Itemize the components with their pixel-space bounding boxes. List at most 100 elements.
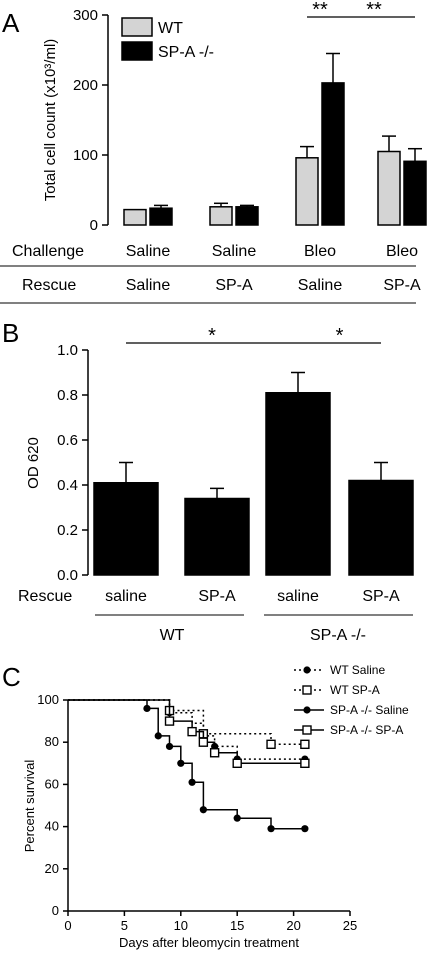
- panel-a-bar-wt-0: [123, 208, 147, 226]
- panel-c-legend-label-0: WT Saline: [330, 663, 385, 677]
- panel-c: C 0 5 10 15 20 25 0 20 40 60 80 100 Percent surviva…: [2, 662, 409, 950]
- rescue-row-label: Rescue: [22, 277, 76, 294]
- panel-a-y-tick-label-0: 0: [90, 217, 98, 234]
- panel-c-marker-1-2: [266, 739, 276, 750]
- panel-b-bar-1: [184, 497, 250, 576]
- panel-b-category-3: SP-A: [362, 588, 400, 605]
- panel-c-marker-2-2: [165, 742, 174, 751]
- panel-b-significance: * *: [126, 325, 381, 347]
- panel-a-bar-wt-1: [209, 206, 233, 226]
- panel-b-label: B: [2, 318, 19, 348]
- panel-c-marker-2-5: [199, 806, 207, 814]
- challenge-row-label: Challenge: [12, 243, 84, 260]
- panel-c-legend-label-2: SP-A -/- Saline: [330, 703, 409, 717]
- panel-b-y-tick-label-1: 0.2: [57, 522, 78, 539]
- panel-c-legend-marker-1: [302, 685, 312, 695]
- panel-a-bar-spa-ko-1: [235, 206, 259, 226]
- panel-c-survival-curves: [68, 699, 310, 833]
- challenge-cell-2: Bleo: [304, 243, 336, 260]
- rescue-row: Saline SP-A Saline SP-A: [126, 277, 421, 294]
- panel-c-x-tick-label-0: 0: [64, 918, 71, 933]
- panel-c-curve-2: [68, 699, 305, 830]
- panel-c-marker-2-1: [154, 732, 162, 740]
- panel-c-y-tick-label-5: 100: [37, 692, 59, 707]
- panel-b-bar-2: [265, 392, 331, 576]
- panel-c-legend: WT Saline WT SP-A SP-A -/- Saline SP-A -/- …: [294, 663, 409, 737]
- panel-b-category-0: saline: [105, 588, 147, 605]
- panel-c-legend-label-1: WT SP-A: [330, 683, 380, 697]
- panel-b-y-axis: 0.0 0.2 0.4 0.6 0.8 1.0: [57, 342, 89, 584]
- panel-c-marker-3-3: [209, 748, 220, 758]
- panel-c-axes: 0 5 10 15 20 25 0 20 40 60 80 100: [37, 692, 357, 933]
- panel-c-marker-3-5: [300, 758, 310, 768]
- panel-a-bars: [123, 52, 427, 226]
- panel-c-marker-2-8: [301, 825, 309, 833]
- panel-b-category-1: SP-A: [198, 588, 236, 605]
- panel-c-marker-2-0: [143, 704, 151, 713]
- panel-c-y-tick-label-4: 80: [45, 734, 59, 749]
- panel-c-marker-3-4: [232, 758, 242, 768]
- panel-c-y-tick-label-1: 20: [45, 861, 59, 876]
- panel-c-y-axis-label: Percent survival: [22, 760, 37, 853]
- panel-a-label: A: [2, 8, 20, 38]
- rescue-cell-2: Saline: [298, 277, 343, 294]
- panel-a-y-tick-label-2: 200: [73, 77, 98, 94]
- panel-b-y-tick-label-2: 0.4: [57, 477, 78, 494]
- panel-c-marker-3-2: [198, 737, 209, 747]
- panel-c-curve-1: [68, 699, 305, 746]
- panel-a-bar-wt-3: [377, 150, 401, 226]
- panel-c-curve-3: [68, 699, 305, 765]
- panel-c-x-tick-label-2: 10: [174, 918, 188, 933]
- panel-a-bar-spa-ko-2: [321, 82, 345, 226]
- panel-c-x-tick-label-4: 20: [286, 918, 300, 933]
- panel-b-y-tick-label-0: 0.0: [57, 567, 78, 584]
- panel-c-x-tick-label-3: 15: [230, 918, 244, 933]
- rescue-cell-0: Saline: [126, 277, 171, 294]
- panel-b-bar-3: [348, 479, 414, 576]
- panel-c-marker-1-3: [300, 739, 310, 750]
- challenge-cell-1: Saline: [212, 243, 257, 260]
- panel-c-marker-2-4: [188, 778, 196, 786]
- challenge-cell-3: Bleo: [386, 243, 418, 260]
- panel-a-sig-label-1: **: [366, 0, 382, 21]
- group-label-wt: WT: [160, 627, 185, 644]
- challenge-row: Saline Saline Bleo Bleo: [126, 243, 418, 260]
- panel-c-x-tick-label-1: 5: [121, 918, 128, 933]
- rescue-cell-1: SP-A: [215, 277, 253, 294]
- panel-c-marker-3-1: [187, 726, 197, 737]
- panel-b-bar-0: [93, 482, 159, 576]
- panel-c-marker-3-0: [164, 716, 175, 726]
- panel-b-bars: [93, 371, 414, 576]
- panel-a-y-axis-label: Total cell count (x10³/ml): [42, 39, 59, 202]
- panel-b-y-tick-label-3: 0.6: [57, 432, 78, 449]
- group-label-spa-ko: SP-A -/-: [310, 627, 366, 644]
- panel-c-marker-2-6: [233, 814, 241, 822]
- legend-swatch-wt: [121, 17, 153, 37]
- panel-a-y-axis: 0 100 200 300: [73, 7, 109, 234]
- panel-c-legend-label-3: SP-A -/- SP-A: [330, 723, 403, 737]
- panel-a-bar-spa-ko-0: [149, 207, 173, 226]
- panel-c-y-tick-label-2: 40: [45, 819, 59, 834]
- panel-b-y-axis-label: OD 620: [25, 437, 42, 489]
- panel-b: B 0.00.20.40.60.81.0 OD 620 * * Rescue sa…: [2, 318, 414, 644]
- legend-label-wt: WT: [158, 20, 183, 37]
- panel-c-curve-0: [68, 699, 305, 760]
- panel-b-y-tick-label-4: 0.8: [57, 387, 78, 404]
- panel-c-y-tick-label-0: 0: [52, 903, 59, 918]
- legend-label-spa-ko: SP-A -/-: [158, 44, 214, 61]
- challenge-cell-0: Saline: [126, 243, 171, 260]
- panel-a-bar-wt-2: [295, 157, 319, 226]
- panel-c-marker-2-7: [267, 825, 275, 833]
- panel-b-rescue-label: Rescue: [18, 588, 72, 605]
- panel-c-x-axis-label: Days after bleomycin treatment: [119, 935, 299, 950]
- panel-a-sig-label-0: **: [312, 0, 328, 21]
- panel-c-y-tick-label-3: 60: [45, 776, 59, 791]
- legend-swatch-spa-ko: [121, 41, 153, 61]
- panel-c-legend-marker-0: [303, 666, 311, 674]
- panel-a-y-tick-label-1: 100: [73, 147, 98, 164]
- panel-c-label: C: [2, 662, 21, 692]
- panel-a-significance: ** **: [307, 0, 415, 21]
- panel-c-x-tick-label-5: 25: [343, 918, 357, 933]
